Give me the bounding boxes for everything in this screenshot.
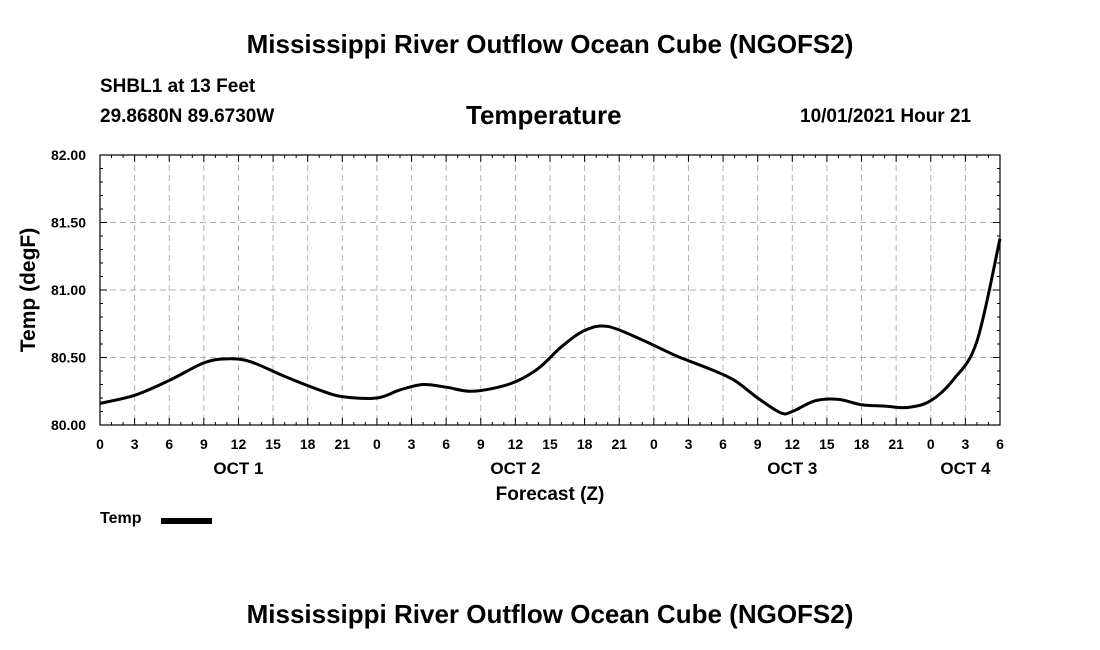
day-label: OCT 3: [767, 459, 817, 478]
chart-main-title: Mississippi River Outflow Ocean Cube (NG…: [246, 29, 854, 59]
forecast-datetime: 10/01/2021 Hour 21: [800, 106, 972, 127]
x-tick-label: 0: [373, 436, 381, 452]
x-tick-label: 18: [577, 436, 593, 452]
x-tick-label: 6: [165, 436, 173, 452]
x-tick-label: 9: [754, 436, 762, 452]
x-tick-label: 0: [650, 436, 658, 452]
y-tick-label: 81.00: [51, 282, 86, 298]
variable-title: Temperature: [466, 100, 622, 130]
x-tick-label: 15: [265, 436, 281, 452]
x-tick-label: 12: [508, 436, 524, 452]
x-tick-label: 0: [96, 436, 104, 452]
x-tick-label: 9: [477, 436, 485, 452]
x-tick-label: 3: [685, 436, 693, 452]
y-tick-label: 80.00: [51, 417, 86, 433]
x-tick-label: 18: [854, 436, 870, 452]
chart-footer-title: Mississippi River Outflow Ocean Cube (NG…: [246, 599, 854, 629]
station-label: SHBL1 at 13 Feet: [100, 76, 256, 97]
x-tick-label: 21: [888, 436, 904, 452]
y-tick-label: 80.50: [51, 350, 86, 366]
day-label: OCT 1: [213, 459, 263, 478]
x-axis-title: Forecast (Z): [496, 484, 605, 505]
y-tick-label: 82.00: [51, 147, 86, 163]
plot-frame: [99, 154, 1001, 426]
x-tick-label: 6: [442, 436, 450, 452]
x-tick-label: 15: [819, 436, 835, 452]
x-tick-label: 12: [785, 436, 801, 452]
day-label: OCT 2: [490, 459, 540, 478]
x-tick-label: 3: [131, 436, 139, 452]
x-tick-label: 21: [611, 436, 627, 452]
x-tick-label: 6: [996, 436, 1004, 452]
x-tick-label: 21: [335, 436, 351, 452]
x-tick-label: 3: [961, 436, 969, 452]
x-tick-label: 0: [927, 436, 935, 452]
legend-line-swatch: [161, 518, 212, 524]
x-tick-label: 3: [408, 436, 416, 452]
x-tick-label: 15: [542, 436, 558, 452]
y-tick-label: 81.50: [51, 215, 86, 231]
x-tick-label: 6: [719, 436, 727, 452]
station-coordinates: 29.8680N 89.6730W: [100, 106, 275, 127]
y-axis-title: Temp (degF): [17, 228, 40, 352]
x-tick-label: 12: [231, 436, 247, 452]
x-tick-label: 18: [300, 436, 316, 452]
legend-label: Temp: [100, 510, 142, 527]
series-line-temp: [99, 238, 1002, 416]
x-tick-label: 9: [200, 436, 208, 452]
day-label: OCT 4: [940, 459, 991, 478]
